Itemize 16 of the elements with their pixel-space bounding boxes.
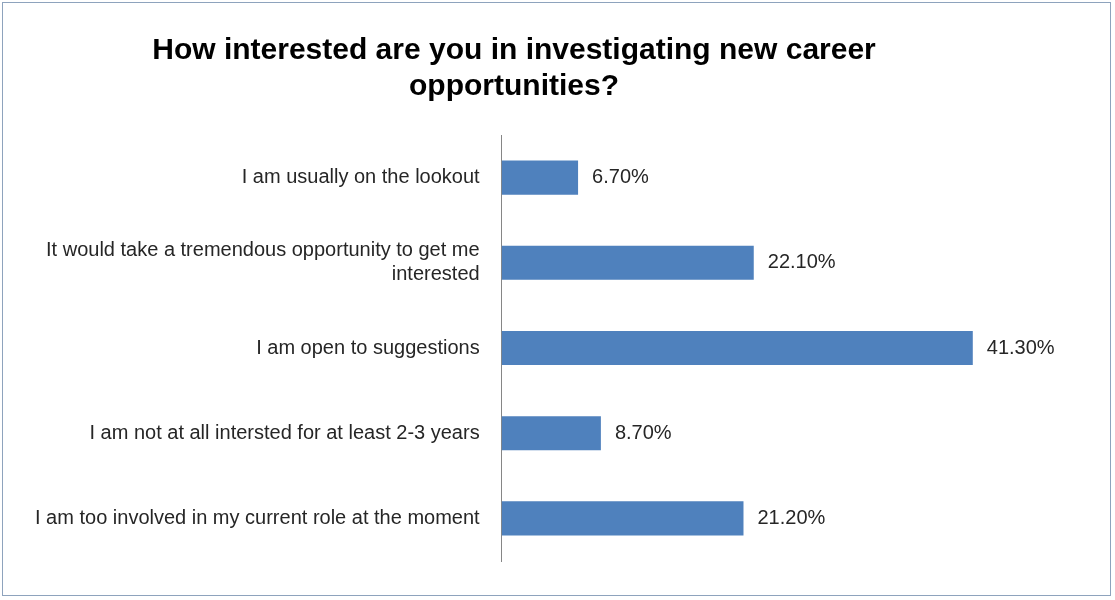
bar <box>501 160 579 195</box>
y-tick-label: I am usually on the lookout <box>241 165 481 188</box>
y-tick-label: I am not at all intersted for at least 2-3 years <box>89 420 480 443</box>
bar <box>501 330 973 366</box>
data-label: 21.20% <box>757 505 826 528</box>
y-tick-label: It would take a tremendous opportunity to get me interested <box>46 238 480 285</box>
bar <box>501 501 744 536</box>
data-label: 22.10% <box>767 250 836 273</box>
data-label: 6.70% <box>592 165 649 188</box>
bar <box>501 416 601 451</box>
bar <box>501 245 754 280</box>
chart-title: How interested are you in investigating new career opportunities? <box>152 32 877 102</box>
y-tick-label: I am open to suggestions <box>256 335 480 358</box>
y-tick-label: I am too involved in my current role at the moment <box>35 505 481 528</box>
data-label: 8.70% <box>614 420 672 443</box>
data-label: 41.30% <box>986 335 1055 358</box>
